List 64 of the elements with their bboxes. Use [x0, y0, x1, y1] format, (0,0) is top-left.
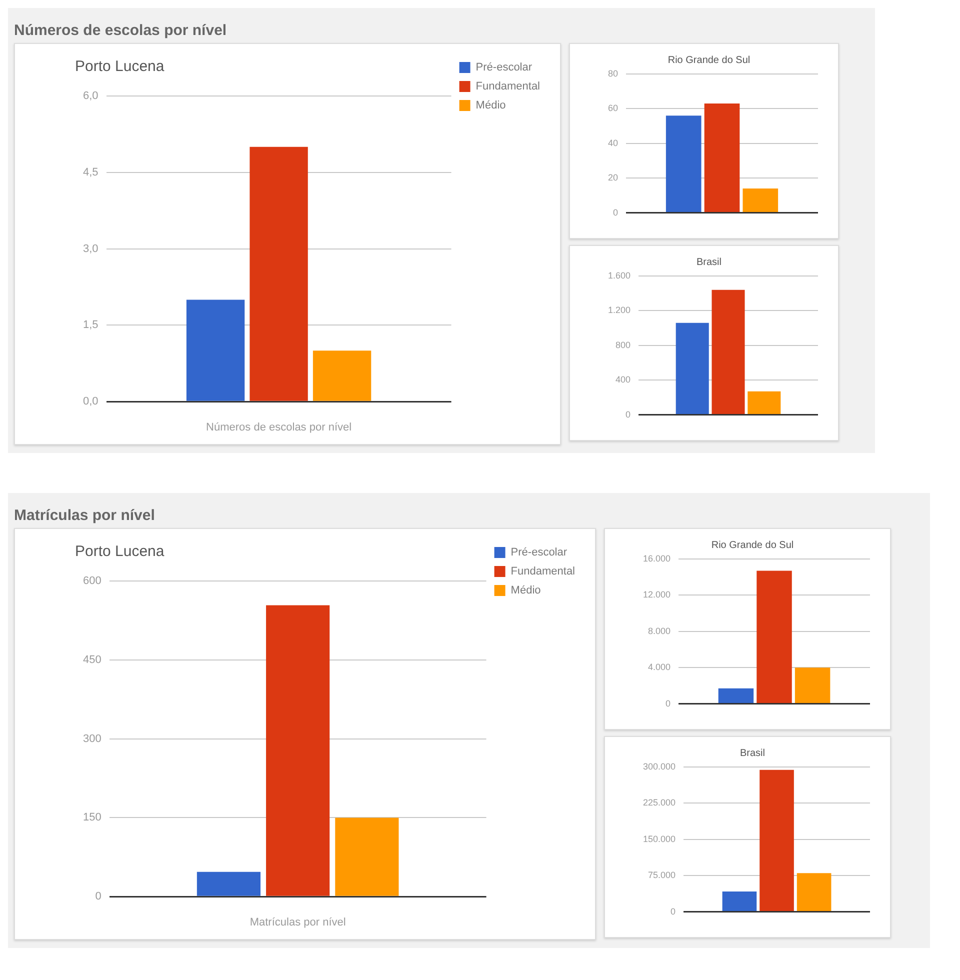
legend-label: Fundamental: [510, 566, 576, 578]
bar: [704, 103, 740, 212]
legend-label: Médio: [476, 100, 506, 112]
y-tick-label: 0: [95, 890, 102, 903]
x-axis-title: Números de escolas por nível: [206, 421, 352, 434]
bar: [712, 290, 745, 414]
y-tick-label: 6,0: [82, 90, 98, 102]
y-tick-label: 225.000: [642, 798, 676, 808]
chart-subtitle: Porto Lucena: [75, 58, 165, 76]
y-tick-label: 16.000: [642, 553, 671, 564]
y-tick-label: 400: [615, 374, 631, 385]
x-axis-title: Matrículas por nível: [250, 916, 346, 928]
legend-label: Fundamental: [476, 80, 540, 93]
bar: [742, 188, 778, 212]
y-tick-label: 150: [82, 812, 102, 824]
y-tick-label: 300.000: [642, 761, 676, 772]
bar: [748, 391, 781, 414]
bar: [250, 146, 308, 401]
bar: [676, 322, 709, 414]
y-tick-label: 20: [608, 172, 618, 183]
chart-title: Brasil: [740, 748, 766, 759]
chart-title: Brasil: [696, 256, 722, 268]
y-tick-label: 3,0: [82, 242, 98, 255]
bar: [666, 116, 702, 212]
chart-title: Rio Grande do Sul: [711, 540, 794, 551]
legend-label: Pré-escolar: [510, 546, 568, 559]
y-tick-label: 40: [608, 138, 618, 148]
y-tick-label: 8.000: [648, 626, 671, 636]
bar: [266, 605, 330, 896]
bar: [196, 872, 261, 896]
bar: [722, 892, 757, 912]
chart-title: Rio Grande do Sul: [668, 54, 750, 66]
bar: [335, 818, 399, 896]
bar: [312, 350, 372, 401]
chart-subtitle: Porto Lucena: [75, 543, 165, 560]
bar: [794, 668, 830, 704]
y-tick-label: 150.000: [642, 834, 676, 844]
y-tick-label: 800: [615, 340, 631, 350]
y-tick-label: 0,0: [82, 396, 98, 408]
y-tick-label: 450: [82, 654, 102, 666]
chart-title: Matrículas por nível: [14, 507, 156, 524]
y-tick-label: 1.200: [608, 305, 631, 316]
bar: [760, 770, 794, 912]
chart-title: Números de escolas por nível: [14, 22, 228, 39]
y-tick-label: 300: [82, 732, 102, 745]
y-tick-label: 600: [82, 575, 102, 588]
y-tick-label: 12.000: [642, 590, 671, 600]
y-tick-label: 80: [608, 68, 618, 78]
bar: [756, 570, 792, 704]
bar: [796, 873, 832, 912]
y-tick-label: 1,5: [82, 319, 98, 332]
y-tick-label: 60: [608, 103, 618, 114]
y-tick-label: 1.600: [608, 270, 631, 280]
bar: [186, 300, 245, 401]
y-tick-label: 0: [612, 207, 618, 218]
y-tick-label: 4,5: [82, 166, 98, 178]
y-tick-label: 0: [666, 698, 671, 708]
y-tick-label: 75.000: [648, 870, 676, 880]
y-tick-label: 0: [670, 906, 676, 916]
y-tick-label: 0: [626, 409, 631, 420]
y-tick-label: 4.000: [648, 662, 671, 672]
bar: [718, 688, 754, 704]
legend-label: Pré-escolar: [476, 62, 532, 74]
legend-label: Médio: [510, 584, 541, 597]
